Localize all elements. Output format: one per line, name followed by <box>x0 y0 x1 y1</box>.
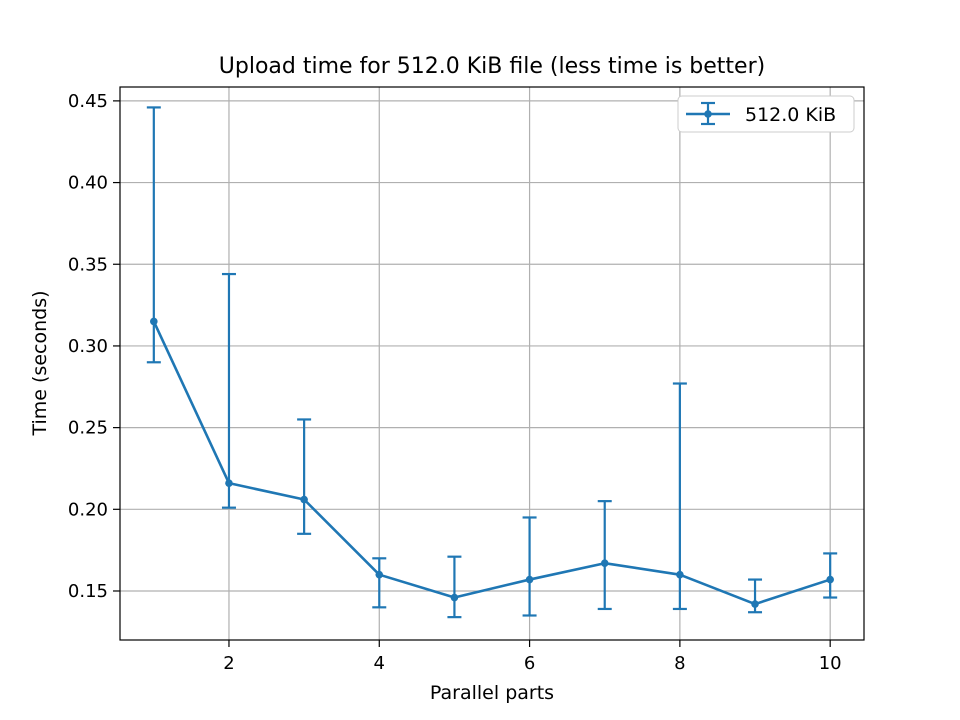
data-point <box>375 570 384 579</box>
y-tick-label: 0.15 <box>68 581 108 602</box>
x-tick-label: 4 <box>374 653 385 674</box>
data-point <box>826 575 834 584</box>
data-point <box>600 559 609 568</box>
y-tick-label: 0.45 <box>68 91 108 112</box>
plot-area <box>120 87 864 640</box>
y-tick-label: 0.25 <box>68 418 108 439</box>
y-axis-label: Time (seconds) <box>29 290 51 436</box>
legend-marker <box>686 101 730 126</box>
series-line <box>152 320 831 606</box>
x-axis-label: Parallel parts <box>430 682 554 704</box>
series-layer <box>146 106 838 619</box>
legend-box <box>677 95 855 133</box>
plot-frame <box>119 86 865 641</box>
y-tick-label: 0.40 <box>68 173 108 194</box>
data-point <box>751 600 759 608</box>
y-ticks: 0.15 0.20 0.25 0.30 0.35 0.40 0.45 <box>68 91 120 602</box>
data-point <box>300 495 308 504</box>
x-tick-label: 8 <box>674 653 685 674</box>
data-point <box>450 593 459 602</box>
x-ticks: 2 4 6 8 10 <box>223 640 842 674</box>
legend: 512.0 KiB <box>677 95 855 133</box>
x-tick-label: 6 <box>524 653 535 674</box>
y-tick-label: 0.35 <box>68 254 108 275</box>
x-tick-label: 2 <box>223 653 234 674</box>
x-tick-label: 10 <box>819 653 842 674</box>
chart-title: Upload time for 512.0 KiB file (less tim… <box>219 54 765 79</box>
legend-point <box>704 110 712 118</box>
data-point <box>525 575 534 584</box>
y-tick-label: 0.30 <box>68 336 108 357</box>
data-point <box>676 570 684 579</box>
data-point <box>225 479 233 487</box>
y-tick-label: 0.20 <box>68 499 108 520</box>
data-point <box>150 317 158 326</box>
grid <box>120 87 864 640</box>
legend-label: 512.0 KiB <box>745 104 836 126</box>
